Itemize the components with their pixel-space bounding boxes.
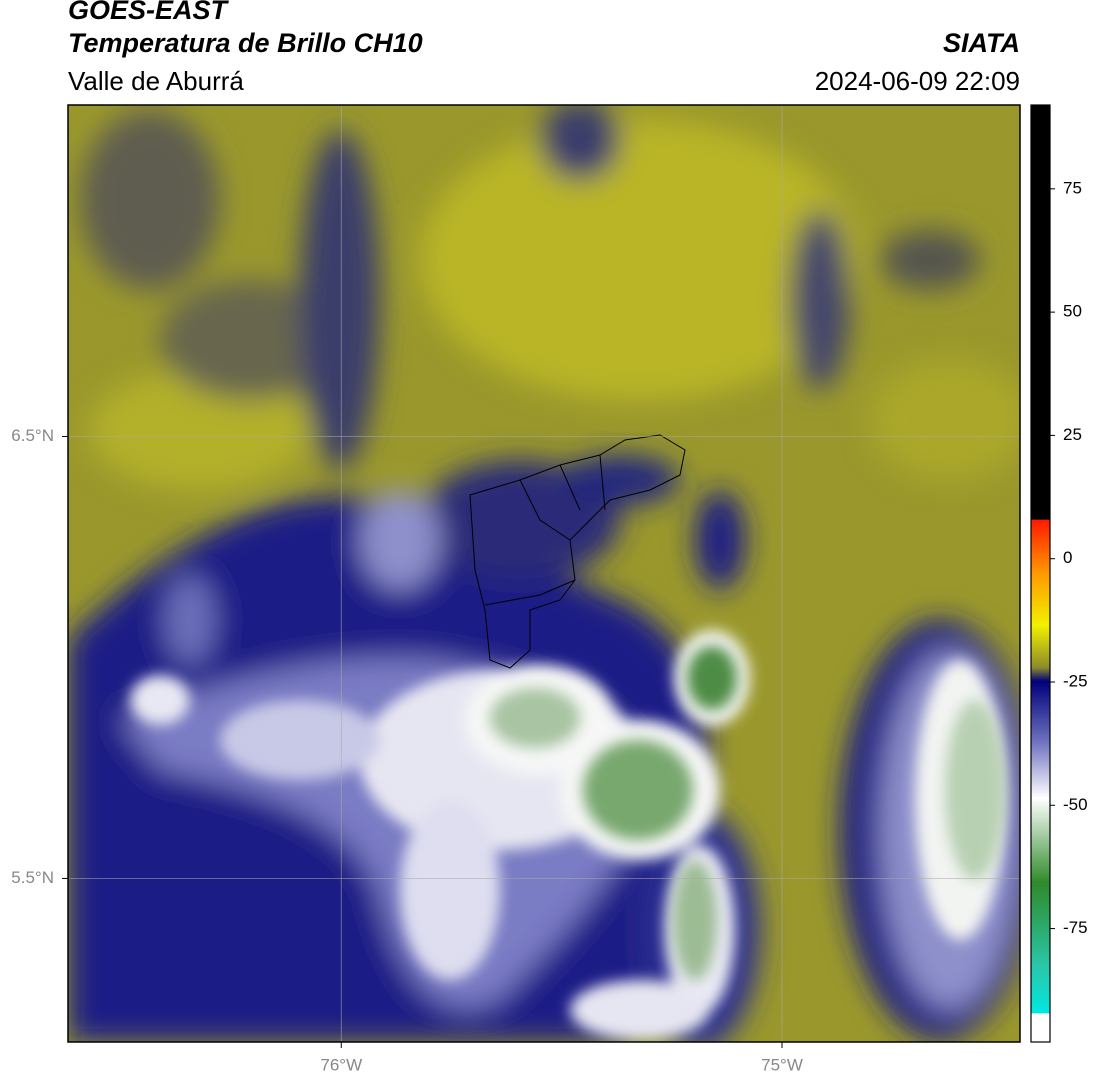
satellite-image [68, 105, 1020, 1042]
colorbar [1030, 104, 1051, 1043]
x-tick-label: 76°W [320, 1055, 362, 1074]
colorbar-tick-label: -25 [1063, 671, 1088, 690]
colorbar-tick-label: -75 [1063, 918, 1088, 937]
y-tick-label: 6.5°N [11, 426, 54, 445]
y-tick-label: 5.5°N [11, 868, 54, 887]
subtitle: Temperatura de Brillo CH10 [68, 28, 423, 58]
map-frame [67, 104, 1021, 1043]
colorbar-tick-label: 25 [1063, 425, 1082, 444]
colorbar-tick-label: 50 [1063, 302, 1082, 321]
x-tick-label: 75°W [761, 1055, 803, 1074]
colorbar-tick-label: 0 [1063, 548, 1072, 567]
colorbar-tick-label: -50 [1063, 795, 1088, 814]
datetime: 2024-06-09 22:09 [815, 66, 1020, 96]
source: SIATA [943, 28, 1020, 58]
title: GOES-EAST [68, 0, 230, 25]
region: Valle de Aburrá [68, 66, 244, 96]
colorbar-tick-label: 75 [1063, 178, 1082, 197]
